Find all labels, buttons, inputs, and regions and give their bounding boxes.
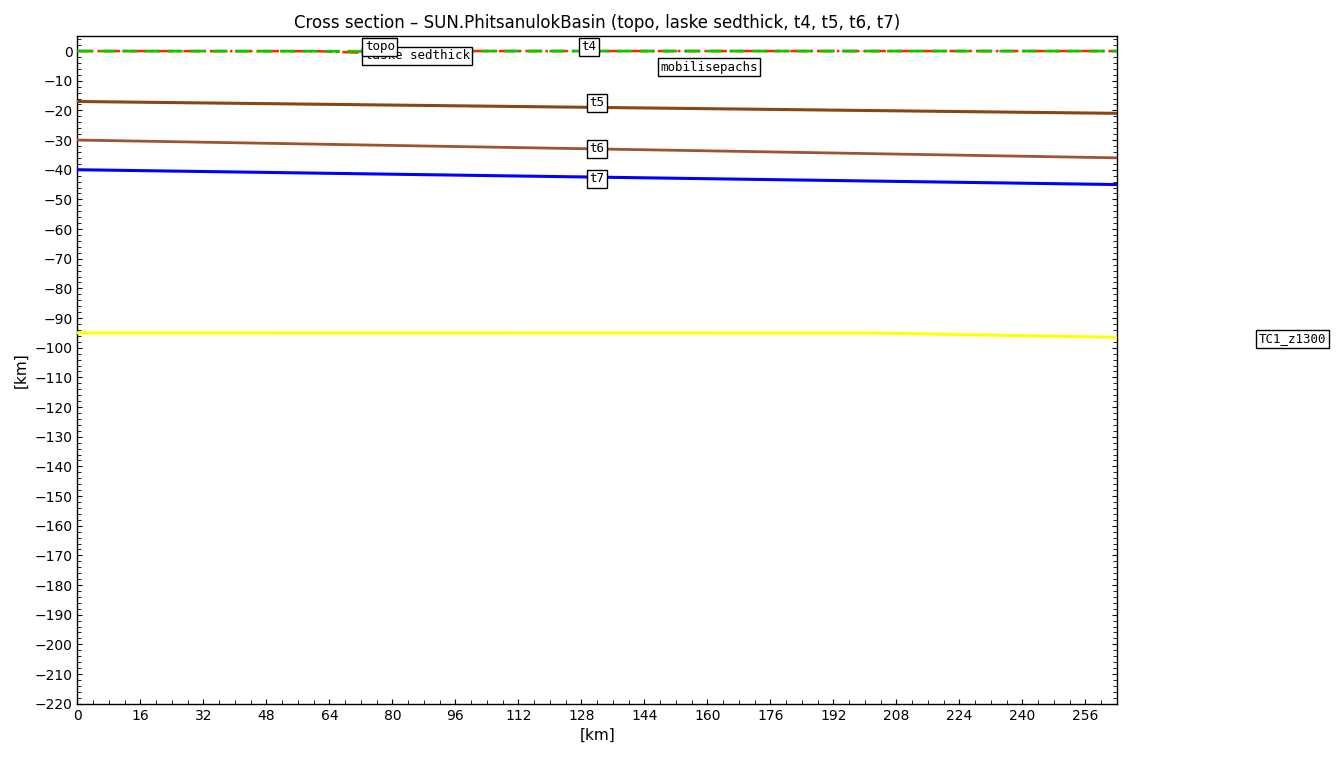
Text: t7: t7 bbox=[590, 172, 604, 185]
Y-axis label: [km]: [km] bbox=[13, 352, 29, 388]
Text: mobilisepachs: mobilisepachs bbox=[661, 61, 757, 74]
Text: t6: t6 bbox=[590, 142, 604, 155]
Text: topo: topo bbox=[364, 40, 395, 53]
Text: t4: t4 bbox=[582, 40, 596, 53]
X-axis label: [km]: [km] bbox=[579, 728, 615, 743]
Text: laske sedthick: laske sedthick bbox=[364, 49, 470, 62]
Text: t5: t5 bbox=[590, 96, 604, 110]
Title: Cross section – SUN.PhitsanulokBasin (topo, laske sedthick, t4, t5, t6, t7): Cross section – SUN.PhitsanulokBasin (to… bbox=[293, 14, 900, 32]
Text: TC1_z1300: TC1_z1300 bbox=[1258, 332, 1327, 345]
